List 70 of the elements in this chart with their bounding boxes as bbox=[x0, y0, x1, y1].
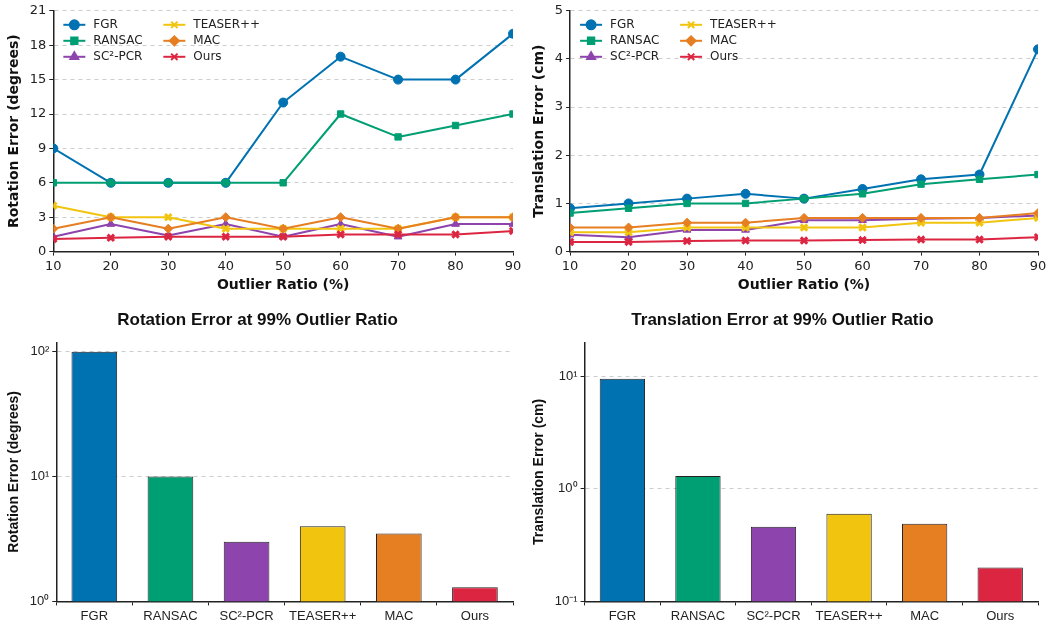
x-tick-label: 30 bbox=[678, 257, 696, 273]
y-tick-label: 3 bbox=[38, 208, 47, 224]
y-tick-label: 15 bbox=[29, 70, 47, 86]
y-tick-label: 18 bbox=[29, 36, 47, 52]
y-tick-label: 0 bbox=[38, 242, 47, 258]
y-tick-label: 10⁰ bbox=[558, 480, 578, 496]
y-tick-label: 12 bbox=[29, 105, 47, 121]
x-tick-label: 80 bbox=[971, 257, 988, 273]
y-tick-label: 10¹ bbox=[558, 367, 579, 383]
legend-label: RANSAC bbox=[610, 32, 660, 47]
legend-label: MAC bbox=[193, 32, 221, 47]
legend-label: MAC bbox=[710, 32, 737, 47]
x-tick-label: 50 bbox=[274, 257, 292, 273]
y-tick-label: 4 bbox=[554, 50, 564, 66]
x-tick-label: 40 bbox=[737, 257, 754, 273]
x-tick-label: 30 bbox=[159, 257, 177, 273]
y-tick-label: 3 bbox=[554, 98, 564, 114]
x-tick-label: 20 bbox=[620, 257, 637, 273]
y-tick-label: 1 bbox=[554, 194, 564, 210]
x-tick-label: 40 bbox=[217, 257, 234, 273]
x-tick-label: RANSAC bbox=[670, 607, 726, 623]
y-tick-label: 10⁰ bbox=[29, 592, 50, 608]
chart-title: Rotation Error at 99% Outlier Ratio bbox=[117, 309, 398, 329]
y-axis-title: Rotation Error (degrees) bbox=[5, 390, 22, 553]
legend-label: SC²-PCR bbox=[93, 48, 143, 63]
y-tick-label: 6 bbox=[38, 174, 47, 190]
x-tick-label: Ours bbox=[460, 607, 490, 623]
x-tick-label: 70 bbox=[912, 257, 930, 273]
x-tick-label: SC²-PCR bbox=[746, 607, 801, 623]
x-tick-label: 60 bbox=[854, 257, 871, 273]
x-axis-title: Outlier Ratio (%) bbox=[737, 276, 871, 293]
chart-title: Translation Error at 99% Outlier Ratio bbox=[631, 309, 934, 329]
y-tick-label: 10⁻¹ bbox=[554, 592, 579, 608]
x-tick-label: TEASER++ bbox=[289, 607, 357, 623]
x-tick-label: SC²-PCR bbox=[219, 607, 274, 623]
x-axis-title: Outlier Ratio (%) bbox=[216, 276, 350, 293]
x-tick-label: MAC bbox=[384, 607, 414, 623]
legend-label: FGR bbox=[93, 16, 118, 31]
x-tick-label: MAC bbox=[910, 607, 940, 623]
x-tick-label: 10 bbox=[45, 257, 62, 273]
y-axis-title: Translation Error (cm) bbox=[530, 44, 547, 218]
x-tick-label: 90 bbox=[1029, 257, 1047, 273]
y-tick-label: 0 bbox=[554, 242, 564, 258]
legend-label: SC²-PCR bbox=[610, 48, 660, 63]
y-tick-label: 5 bbox=[554, 2, 564, 18]
y-tick-label: 10² bbox=[30, 343, 50, 359]
x-tick-label: 90 bbox=[504, 257, 522, 273]
x-tick-label: RANSAC bbox=[143, 607, 198, 623]
y-tick-label: 2 bbox=[554, 146, 564, 162]
x-tick-label: 70 bbox=[389, 257, 407, 273]
x-tick-label: 50 bbox=[795, 257, 813, 273]
legend-label: FGR bbox=[610, 16, 635, 31]
legend-label: Ours bbox=[710, 48, 739, 63]
y-tick-label: 21 bbox=[29, 2, 47, 18]
legend-label: RANSAC bbox=[93, 32, 143, 47]
x-tick-label: 20 bbox=[102, 257, 120, 273]
legend-label: TEASER++ bbox=[192, 16, 261, 31]
x-tick-label: 80 bbox=[447, 257, 464, 273]
y-tick-label: 10¹ bbox=[30, 468, 50, 484]
y-axis-title: Translation Error (cm) bbox=[530, 398, 547, 546]
legend-label: Ours bbox=[193, 48, 222, 63]
y-tick-label: 9 bbox=[38, 139, 47, 155]
x-tick-label: FGR bbox=[608, 607, 637, 623]
legend-label: TEASER++ bbox=[709, 16, 777, 31]
x-tick-label: 60 bbox=[332, 257, 349, 273]
x-tick-label: FGR bbox=[80, 607, 109, 623]
x-tick-label: Ours bbox=[986, 607, 1015, 623]
x-tick-label: 10 bbox=[561, 257, 579, 273]
x-tick-label: TEASER++ bbox=[815, 607, 883, 623]
y-axis-title: Rotation Error (degrees) bbox=[5, 34, 22, 229]
